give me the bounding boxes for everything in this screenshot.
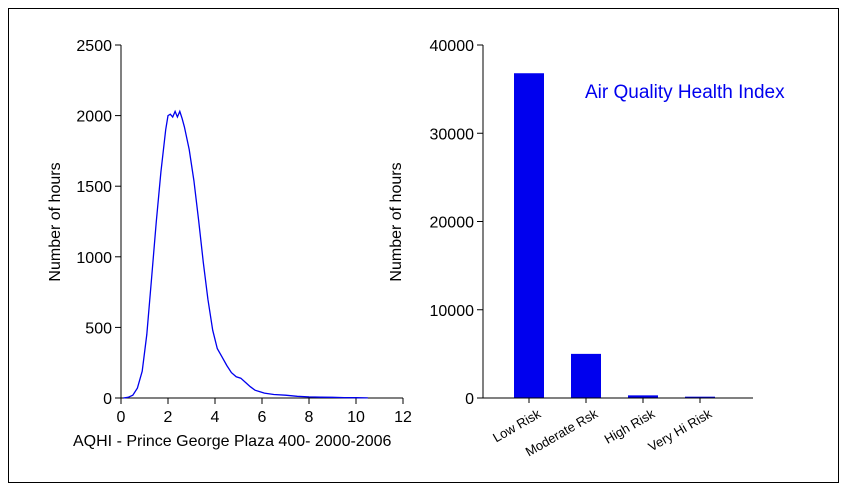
left-x-tick-label: 10: [347, 409, 365, 426]
right-y-tick-label: 20000: [430, 215, 475, 232]
left-y-tick-label: 1500: [76, 179, 112, 196]
left-y-tick-label: 500: [85, 320, 112, 337]
right-y-tick-label: 0: [465, 391, 474, 408]
aqhi-annotation: Air Quality Health Index: [585, 82, 785, 103]
right-y-axis-ticks: 0 10000 20000 30000 40000: [430, 38, 483, 408]
left-x-tick-label: 8: [305, 409, 314, 426]
right-y-tick-label: 40000: [430, 38, 475, 55]
left-y-axis-label: Number of hours: [47, 162, 64, 281]
left-x-tick-label: 4: [211, 409, 220, 426]
bar: [514, 73, 544, 399]
left-y-tick-label: 1000: [76, 250, 112, 267]
right-y-axis-label: Number of hours: [388, 162, 405, 281]
left-x-axis-ticks: 0 2 4 6 8 10 12: [117, 398, 412, 426]
left-y-tick-label: 2500: [76, 38, 112, 55]
left-x-axis-label: AQHI - Prince George Plaza 400- 2000-200…: [73, 433, 392, 450]
bar: [571, 353, 601, 398]
left-y-axis-ticks: 0 500 1000 1500 2000 2500: [76, 38, 121, 408]
left-x-tick-label: 0: [117, 409, 126, 426]
bar: [685, 396, 715, 399]
bar: [628, 395, 658, 398]
left-x-tick-label: 2: [164, 409, 173, 426]
left-y-tick-label: 0: [103, 391, 112, 408]
aqhi-distribution-line: [123, 109, 368, 399]
left-x-tick-label: 6: [258, 409, 267, 426]
figure-border: [8, 8, 839, 483]
left-y-tick-label: 2000: [76, 109, 112, 126]
right-y-tick-label: 30000: [430, 126, 475, 143]
histogram-chart: 0 500 1000 1500 2000 2500 0 2 4 6 8 10 12 Number of…: [47, 38, 412, 450]
right-y-tick-label: 10000: [430, 303, 475, 320]
right-bars: [514, 73, 715, 399]
left-x-tick-label: 12: [394, 409, 412, 426]
